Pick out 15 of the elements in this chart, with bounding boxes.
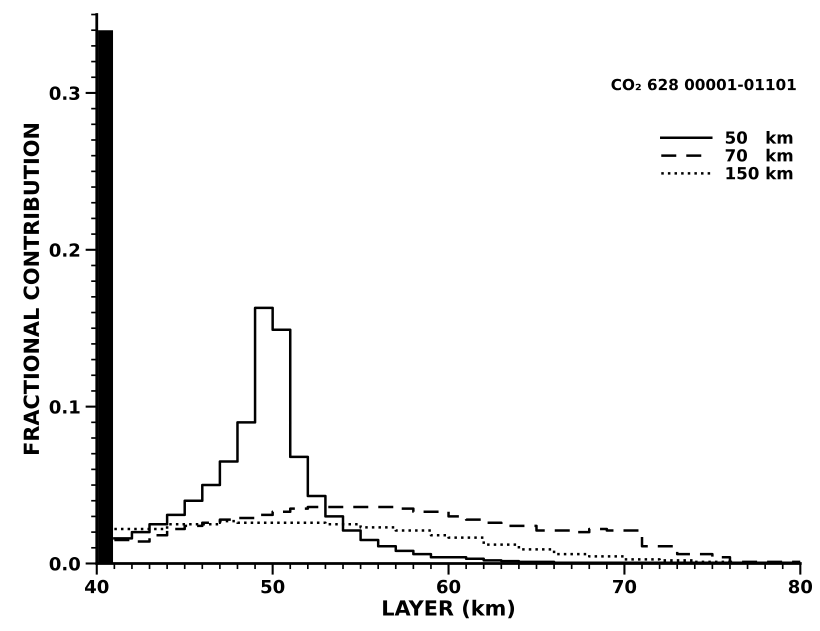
y-axis-title: FRACTIONAL CONTRIBUTION <box>23 124 40 454</box>
x-tick-label: 60 <box>437 580 460 594</box>
legend-label: 150 km <box>726 166 792 180</box>
y-tick-label: 0.2 <box>50 243 80 257</box>
legend-label: 50 km <box>726 130 792 144</box>
x-axis-title: LAYER (km) <box>383 600 514 618</box>
y-tick-label: 0.0 <box>50 556 80 571</box>
x-tick-label: 40 <box>85 580 108 594</box>
annotation: CO₂ 628 00001-01101 <box>612 78 796 90</box>
y-tick-label: 0.3 <box>50 86 80 100</box>
x-tick-label: 70 <box>613 580 636 594</box>
legend-label: 70 km <box>726 148 792 162</box>
x-tick-label: 80 <box>788 580 812 594</box>
y-tick-label: 0.1 <box>50 400 80 414</box>
x-tick-label: 50 <box>261 580 284 594</box>
